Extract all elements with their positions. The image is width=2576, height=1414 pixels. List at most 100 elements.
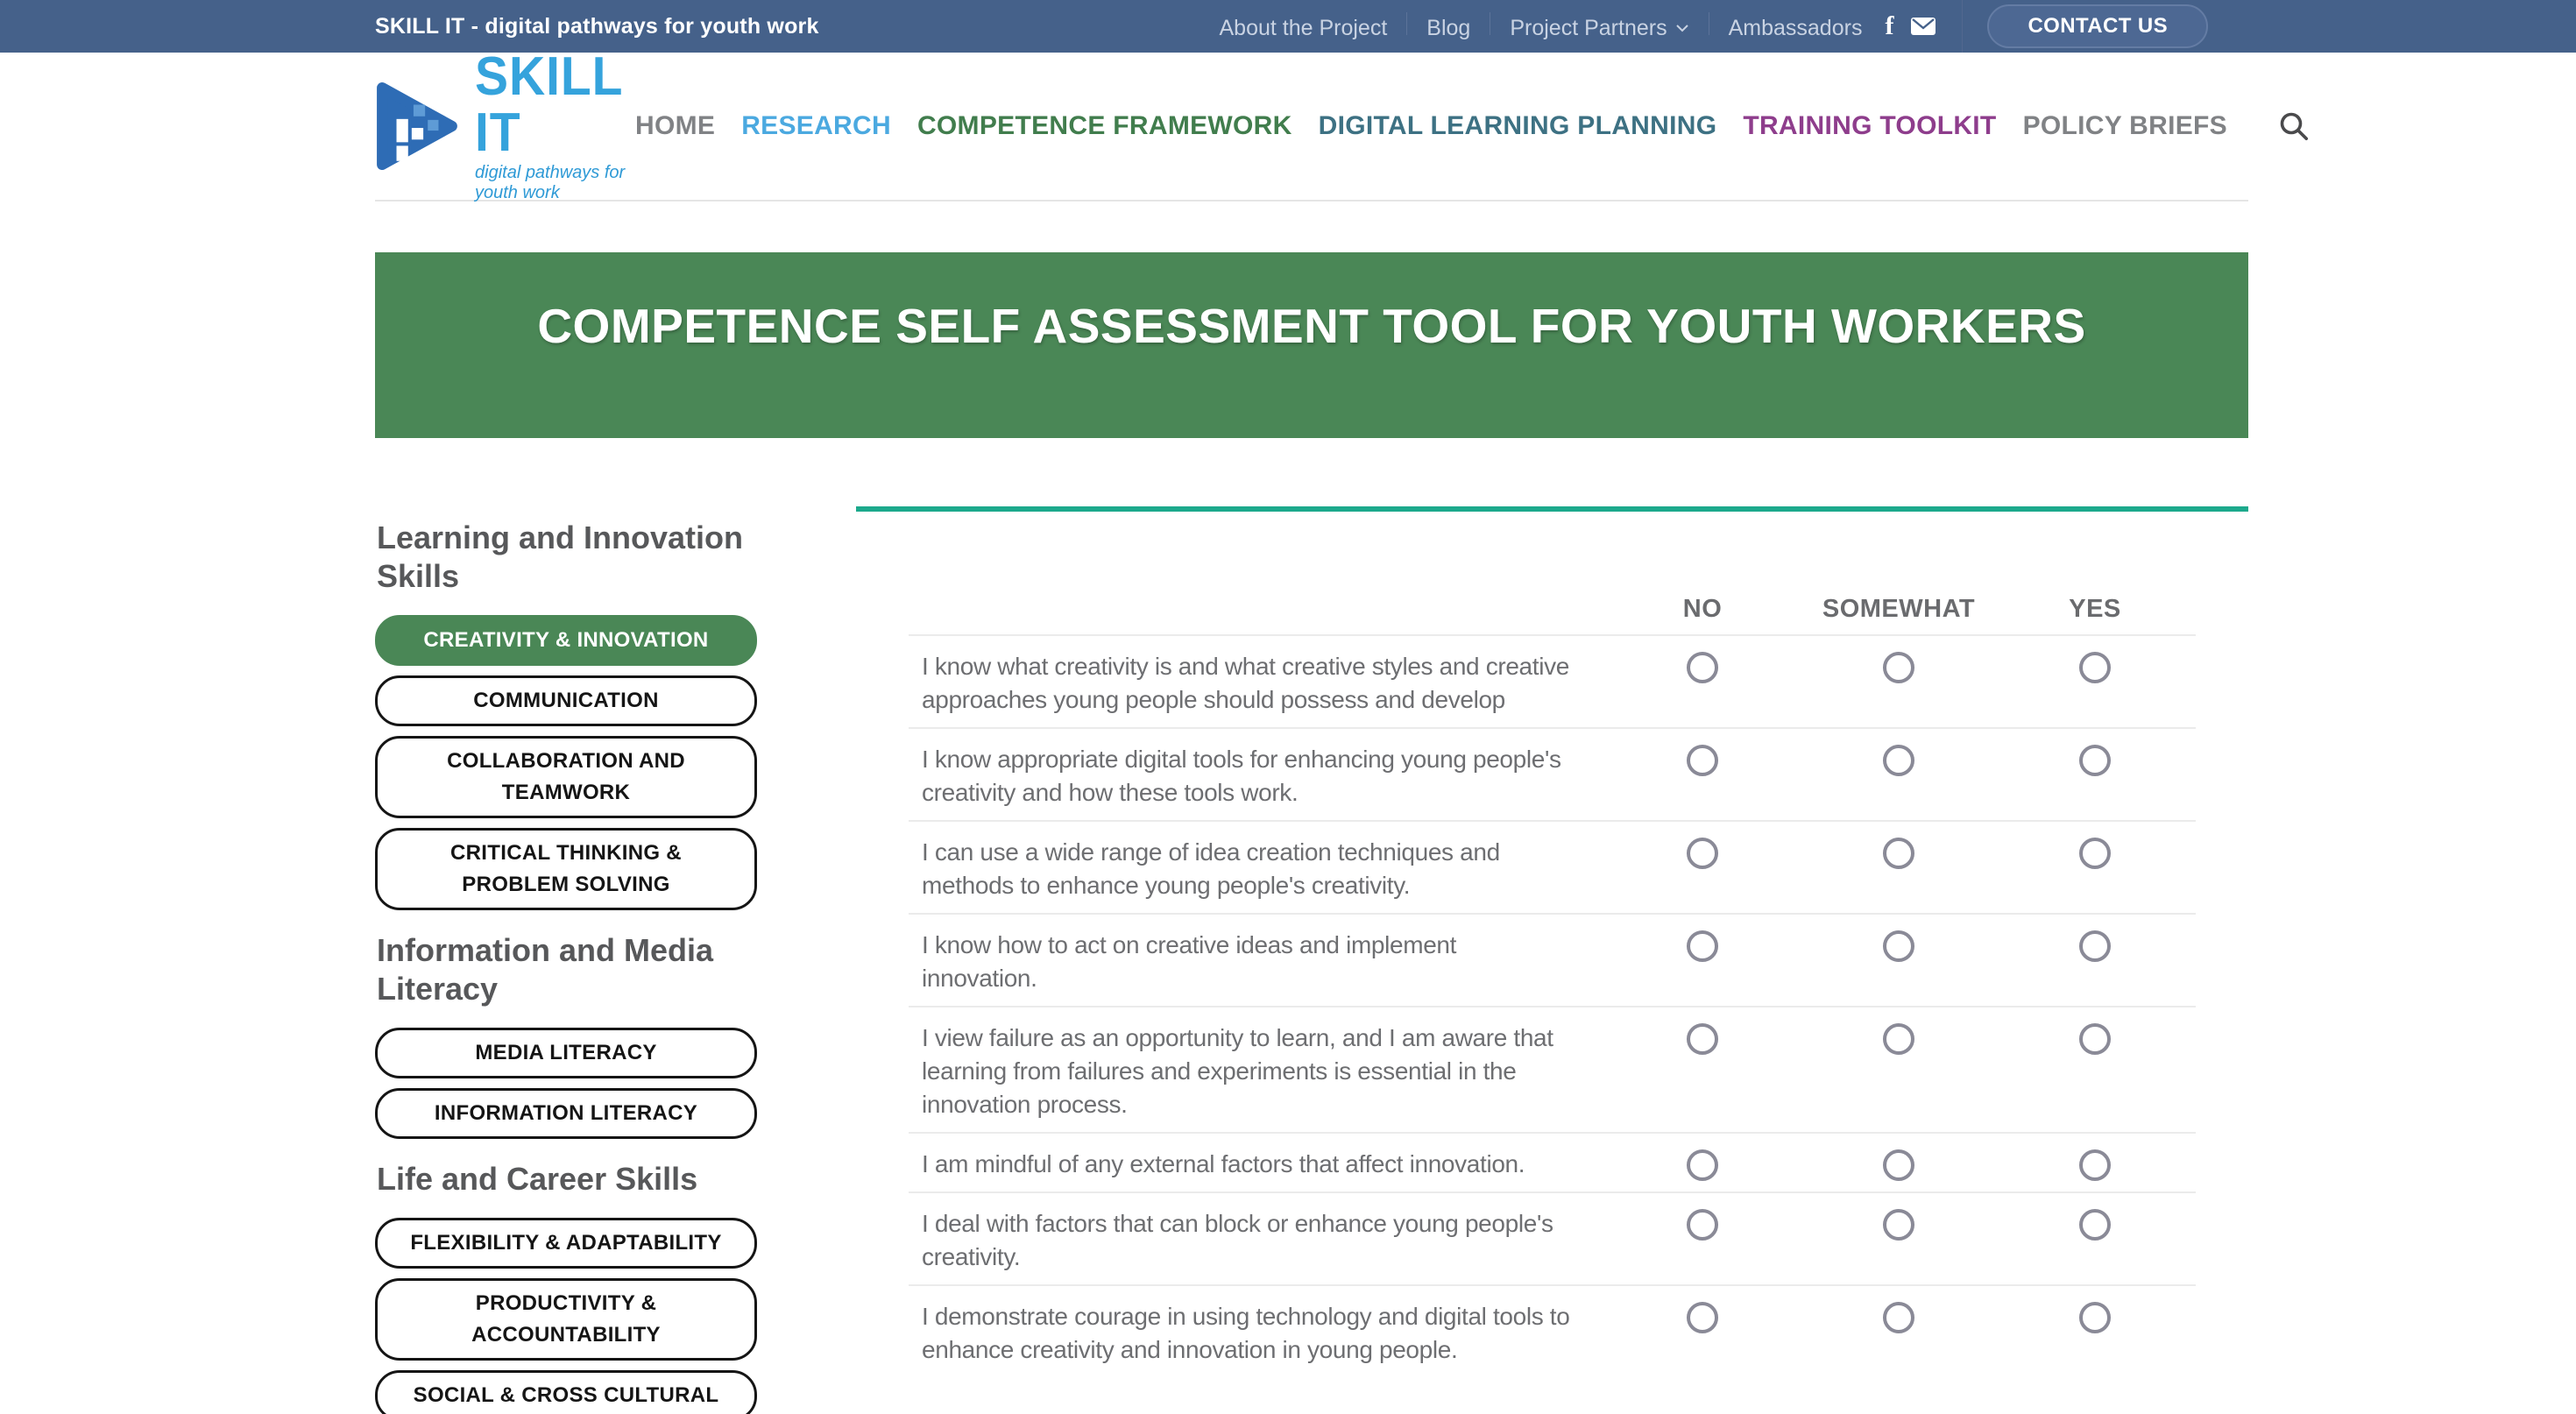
radio-yes[interactable] <box>2079 745 2111 776</box>
questions-table: I know what creativity is and what creat… <box>856 634 2248 1377</box>
question-row: I know what creativity is and what creat… <box>909 634 2196 727</box>
radio-somewhat[interactable] <box>1883 930 1914 962</box>
topbar-links: About the Project Blog Project Partners Amb… <box>1219 11 1863 41</box>
option-cell-somewhat <box>1801 1148 1997 1181</box>
topbar-link-project-partners[interactable]: Project Partners <box>1510 16 1688 41</box>
radio-somewhat[interactable] <box>1883 1302 1914 1333</box>
radio-somewhat[interactable] <box>1883 745 1914 776</box>
sidebar-item-productivity-accountability[interactable]: PRODUCTIVITY & ACCOUNTABILITY <box>375 1278 757 1361</box>
option-labels: NO SOMEWHAT YES <box>1604 594 2193 624</box>
radio-yes[interactable] <box>2079 838 2111 869</box>
question-row: I can use a wide range of idea creation … <box>909 820 2196 913</box>
logo[interactable]: SKILL IT digital pathways for youth work <box>375 49 635 203</box>
top-bar: SKILL IT - digital pathways for youth wo… <box>0 0 2576 53</box>
skillit-logo-icon <box>375 81 461 171</box>
sidebar-heading-learning-and-innovation-skills: Learning and Innovation Skills <box>377 520 744 594</box>
sidebar-item-collaboration-and-teamwork[interactable]: COLLABORATION AND TEAMWORK <box>375 736 757 818</box>
nav-item-policy-briefs[interactable]: POLICY BRIEFS <box>2022 111 2227 140</box>
question-text: I know what creativity is and what creat… <box>922 653 1569 713</box>
radio-no[interactable] <box>1687 652 1718 683</box>
option-cell-no <box>1604 836 1801 902</box>
option-cell-somewhat <box>1801 1300 1997 1367</box>
topbar-icons: f <box>1885 13 1936 39</box>
radio-somewhat[interactable] <box>1883 838 1914 869</box>
radio-no[interactable] <box>1687 1302 1718 1333</box>
option-cell-no <box>1604 743 1801 810</box>
page-title: COMPETENCE SELF ASSESSMENT TOOL FOR YOUT… <box>537 299 2086 353</box>
accent-rule <box>856 506 2248 512</box>
radio-somewhat[interactable] <box>1883 1209 1914 1241</box>
search-icon[interactable] <box>2278 110 2310 142</box>
radio-yes[interactable] <box>2079 652 2111 683</box>
nav-item-training-toolkit[interactable]: TRAINING TOOLKIT <box>1743 111 1997 140</box>
option-cell-somewhat <box>1801 1207 1997 1274</box>
sidebar-heading-information-and-media-literacy: Information and Media Literacy <box>377 932 714 1007</box>
radio-yes[interactable] <box>2079 1023 2111 1055</box>
sidebar-item-media-literacy[interactable]: MEDIA LITERACY <box>375 1028 757 1078</box>
site-header: SKILL IT digital pathways for youth work… <box>375 49 2309 202</box>
radio-no[interactable] <box>1687 1149 1718 1181</box>
topbar-link-about-the-project[interactable]: About the Project <box>1219 15 1388 40</box>
topbar-link-blog[interactable]: Blog <box>1426 15 1471 40</box>
mail-icon[interactable] <box>1911 16 1936 37</box>
sidebar-item-flexibility-adaptability[interactable]: FLEXIBILITY & ADAPTABILITY <box>375 1218 757 1269</box>
nav-item-digital-learning-planning[interactable]: DIGITAL LEARNING PLANNING <box>1318 111 1717 140</box>
logo-tagline: digital pathways for youth work <box>475 163 626 202</box>
sidebar-item-creativity-innovation[interactable]: CREATIVITY & INNOVATION <box>375 615 757 666</box>
question-row: I know appropriate digital tools for enh… <box>909 727 2196 820</box>
chevron-down-icon <box>1675 25 1688 32</box>
contact-us-button[interactable]: CONTACT US <box>1987 4 2208 48</box>
topbar-link-ambassadors[interactable]: Ambassadors <box>1728 15 1863 40</box>
radio-somewhat[interactable] <box>1883 1149 1914 1181</box>
site-tagline: SKILL IT - digital pathways for youth wo… <box>375 13 819 39</box>
option-cell-somewhat <box>1801 1022 1997 1121</box>
option-cell-no <box>1604 1022 1801 1121</box>
sidebar-item-information-literacy[interactable]: INFORMATION LITERACY <box>375 1088 757 1139</box>
sidebar-item-social-cross-cultural[interactable]: SOCIAL & CROSS CULTURAL <box>375 1370 757 1414</box>
question-row: I view failure as an opportunity to lear… <box>909 1006 2196 1132</box>
logo-title: SKILL IT <box>475 46 623 163</box>
question-text: I know how to act on creative ideas and … <box>922 931 1457 992</box>
divider <box>1962 0 1964 53</box>
content: Learning and Innovation Skills CREATIVITY… <box>375 506 2248 1414</box>
option-cell-yes <box>1997 836 2193 902</box>
radio-no[interactable] <box>1687 1209 1718 1241</box>
skills-sidebar: Learning and Innovation Skills CREATIVITY… <box>375 506 757 1414</box>
nav-item-research[interactable]: RESEARCH <box>741 111 891 140</box>
main-nav: HOME RESEARCH COMPETENCE FRAMEWORK DIGITAL … <box>635 110 2310 142</box>
page-banner: COMPETENCE SELF ASSESSMENT TOOL FOR YOUT… <box>375 252 2248 438</box>
nav-item-competence-framework[interactable]: COMPETENCE FRAMEWORK <box>916 111 1292 140</box>
question-text: I am mindful of any external factors tha… <box>922 1150 1525 1177</box>
radio-yes[interactable] <box>2079 1209 2111 1241</box>
radio-yes[interactable] <box>2079 1302 2111 1333</box>
option-cell-yes <box>1997 1207 2193 1274</box>
topbar-menu: About the Project Blog Project Partners Amb… <box>1219 0 2208 53</box>
option-header-no: NO <box>1682 595 1723 623</box>
spacer <box>909 594 1604 624</box>
radio-somewhat[interactable] <box>1883 652 1914 683</box>
option-header-somewhat: SOMEWHAT <box>1822 595 1976 623</box>
options-header: NO SOMEWHAT YES <box>909 512 2196 634</box>
sidebar-item-communication[interactable]: COMMUNICATION <box>375 675 757 726</box>
nav-item-home[interactable]: HOME <box>634 111 716 140</box>
radio-no[interactable] <box>1687 745 1718 776</box>
radio-no[interactable] <box>1687 838 1718 869</box>
radio-yes[interactable] <box>2079 930 2111 962</box>
option-cell-yes <box>1997 1148 2193 1181</box>
option-cell-yes <box>1997 1300 2193 1367</box>
option-cell-somewhat <box>1801 836 1997 902</box>
option-cell-somewhat <box>1801 743 1997 810</box>
facebook-icon[interactable]: f <box>1885 11 1894 40</box>
radio-no[interactable] <box>1687 1023 1718 1055</box>
assessment-panel: NO SOMEWHAT YES I know what creativity is … <box>856 506 2248 1377</box>
radio-somewhat[interactable] <box>1883 1023 1914 1055</box>
option-cell-somewhat <box>1801 650 1997 717</box>
question-text: I deal with factors that can block or en… <box>922 1210 1553 1270</box>
question-text: I view failure as an opportunity to lear… <box>922 1024 1553 1118</box>
radio-no[interactable] <box>1687 930 1718 962</box>
question-text: I demonstrate courage in using technolog… <box>922 1303 1570 1363</box>
question-row: I demonstrate courage in using technolog… <box>909 1284 2196 1377</box>
option-cell-no <box>1604 1300 1801 1367</box>
radio-yes[interactable] <box>2079 1149 2111 1181</box>
sidebar-item-critical-thinking-problem-solving[interactable]: CRITICAL THINKING & PROBLEM SOLVING <box>375 828 757 910</box>
